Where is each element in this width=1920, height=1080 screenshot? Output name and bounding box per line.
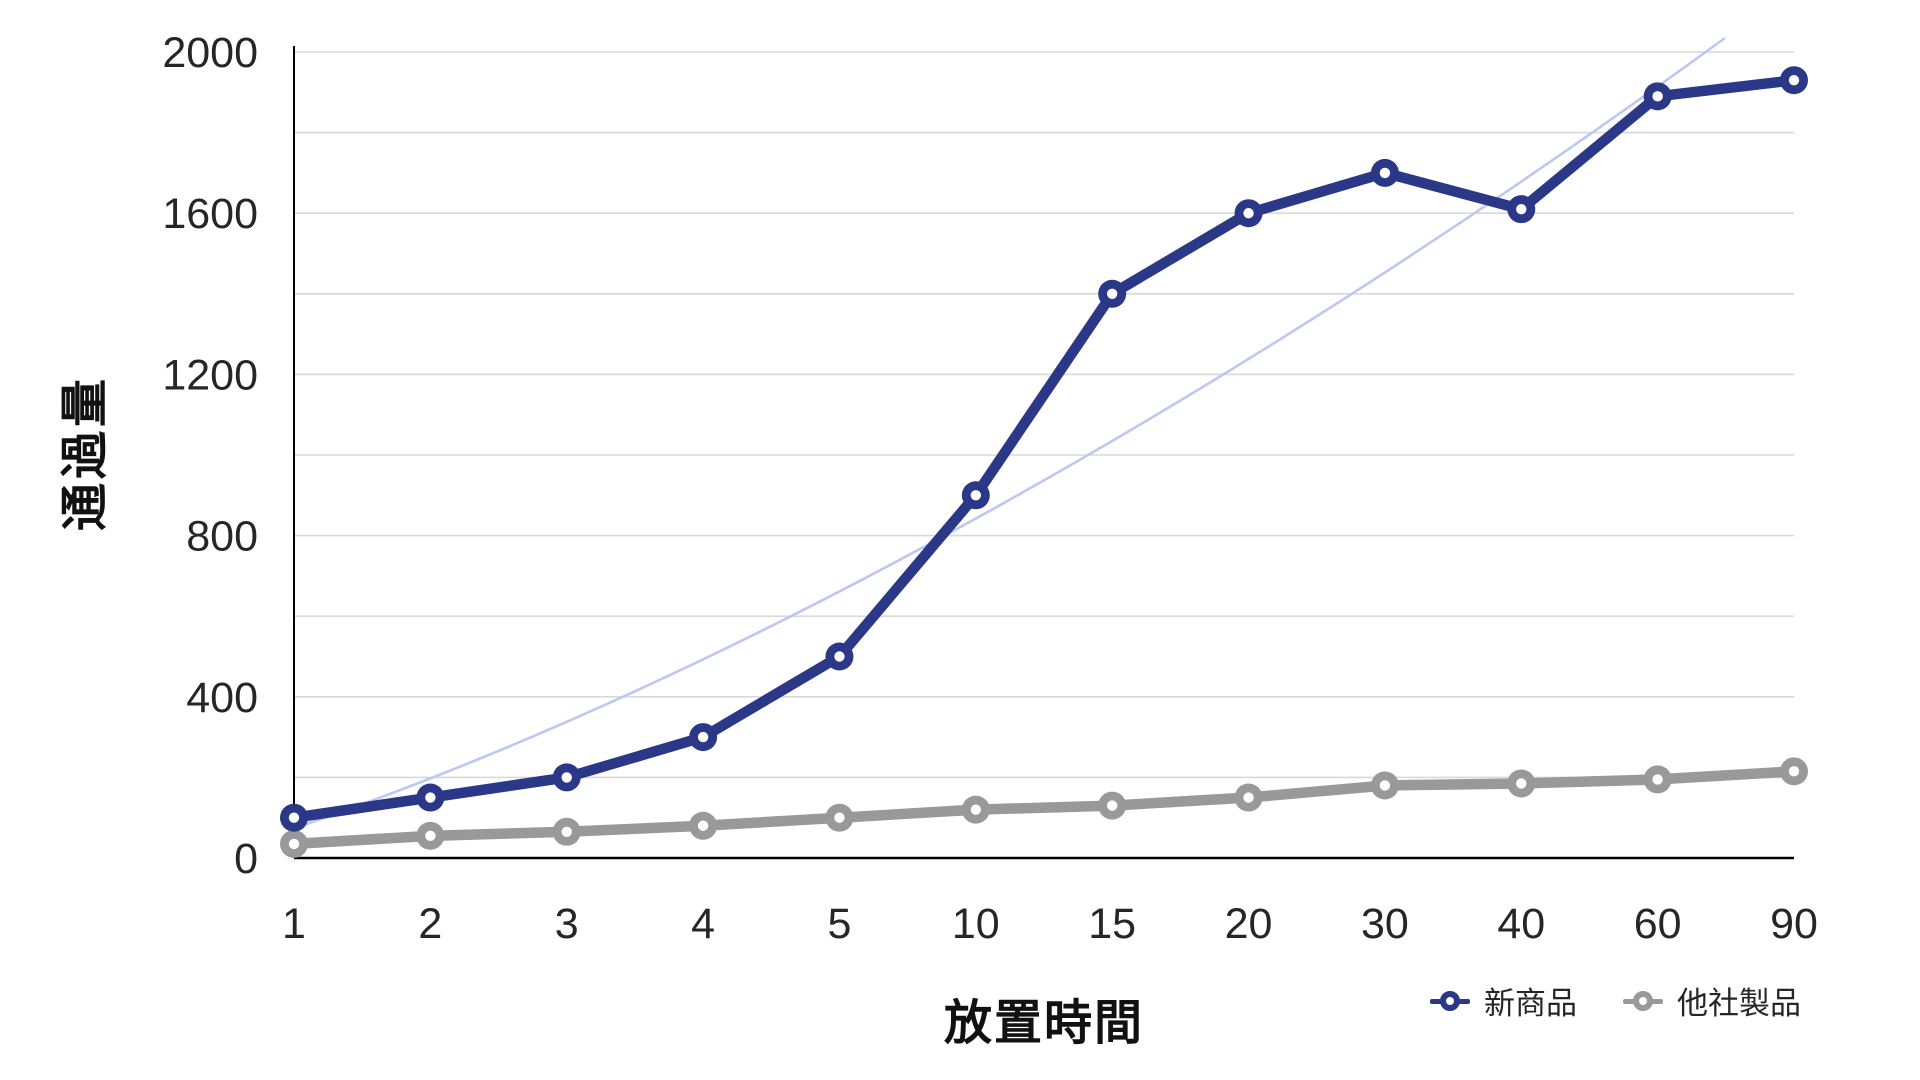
x-tick-label: 30 — [1361, 900, 1409, 948]
x-tick-label: 10 — [952, 900, 1000, 948]
y-axis-title: 通過量 — [59, 374, 112, 532]
data-point-marker-hole — [970, 490, 982, 501]
x-tick-label: 90 — [1770, 900, 1818, 948]
legend-ring-marker-icon — [1633, 990, 1653, 1011]
data-point-marker-hole — [561, 826, 572, 838]
data-point-marker-hole — [1243, 792, 1254, 803]
legend: 新商品 他社製品 — [1430, 978, 1801, 1023]
data-point-marker-hole — [561, 772, 572, 783]
data-point-marker-hole — [1788, 75, 1800, 86]
line-marker-icon — [1430, 990, 1470, 1012]
data-point-marker-hole — [970, 804, 982, 815]
y-tick-label: 1200 — [162, 351, 258, 399]
line-marker-icon — [1623, 990, 1663, 1012]
y-tick-label: 800 — [186, 513, 258, 561]
data-point-marker-hole — [425, 792, 436, 803]
x-tick-label: 3 — [555, 900, 579, 948]
x-tick-label: 2 — [418, 900, 442, 948]
trendline — [294, 36, 1726, 830]
x-tick-label: 15 — [1088, 900, 1136, 948]
x-tick-label: 1 — [282, 900, 306, 948]
data-point-marker-hole — [1243, 208, 1254, 219]
data-point-marker-hole — [425, 830, 436, 842]
legend-ring-marker-icon — [1440, 990, 1460, 1011]
y-tick-label: 400 — [186, 674, 258, 722]
y-tick-label: 2000 — [162, 29, 258, 77]
legend-label: 他社製品 — [1677, 986, 1801, 1021]
x-tick-label: 20 — [1225, 900, 1273, 948]
x-tick-label: 40 — [1497, 900, 1545, 948]
data-point-marker-hole — [1379, 167, 1391, 179]
x-tick-label: 5 — [827, 900, 851, 948]
x-axis-title: 放置時間 — [943, 997, 1145, 1050]
data-point-marker-hole — [288, 812, 300, 823]
data-point-marker-hole — [697, 820, 709, 831]
data-point-marker-hole — [1106, 288, 1118, 299]
series-line-新商品 — [288, 74, 1800, 823]
x-tick-label: 4 — [691, 900, 715, 948]
x-tick-label: 60 — [1634, 900, 1682, 948]
data-point-marker-hole — [834, 651, 845, 662]
y-tick-label: 1600 — [162, 190, 258, 238]
data-point-marker-hole — [1379, 780, 1391, 791]
data-point-marker-hole — [288, 838, 300, 850]
data-point-marker-hole — [834, 812, 845, 823]
data-point-marker-hole — [1516, 203, 1527, 215]
y-tick-label: 0 — [234, 835, 258, 883]
series-line-他社製品 — [288, 766, 1800, 850]
data-point-marker-hole — [1652, 91, 1663, 102]
data-point-marker-hole — [1652, 774, 1663, 785]
data-point-marker-hole — [1788, 766, 1800, 777]
legend-label: 新商品 — [1484, 986, 1577, 1021]
data-point-marker-hole — [1106, 800, 1118, 811]
data-point-marker-hole — [1516, 778, 1527, 789]
legend-item-series-2: 他社製品 — [1623, 978, 1801, 1023]
data-point-marker-hole — [697, 731, 709, 743]
legend-item-series-1: 新商品 — [1430, 978, 1577, 1023]
